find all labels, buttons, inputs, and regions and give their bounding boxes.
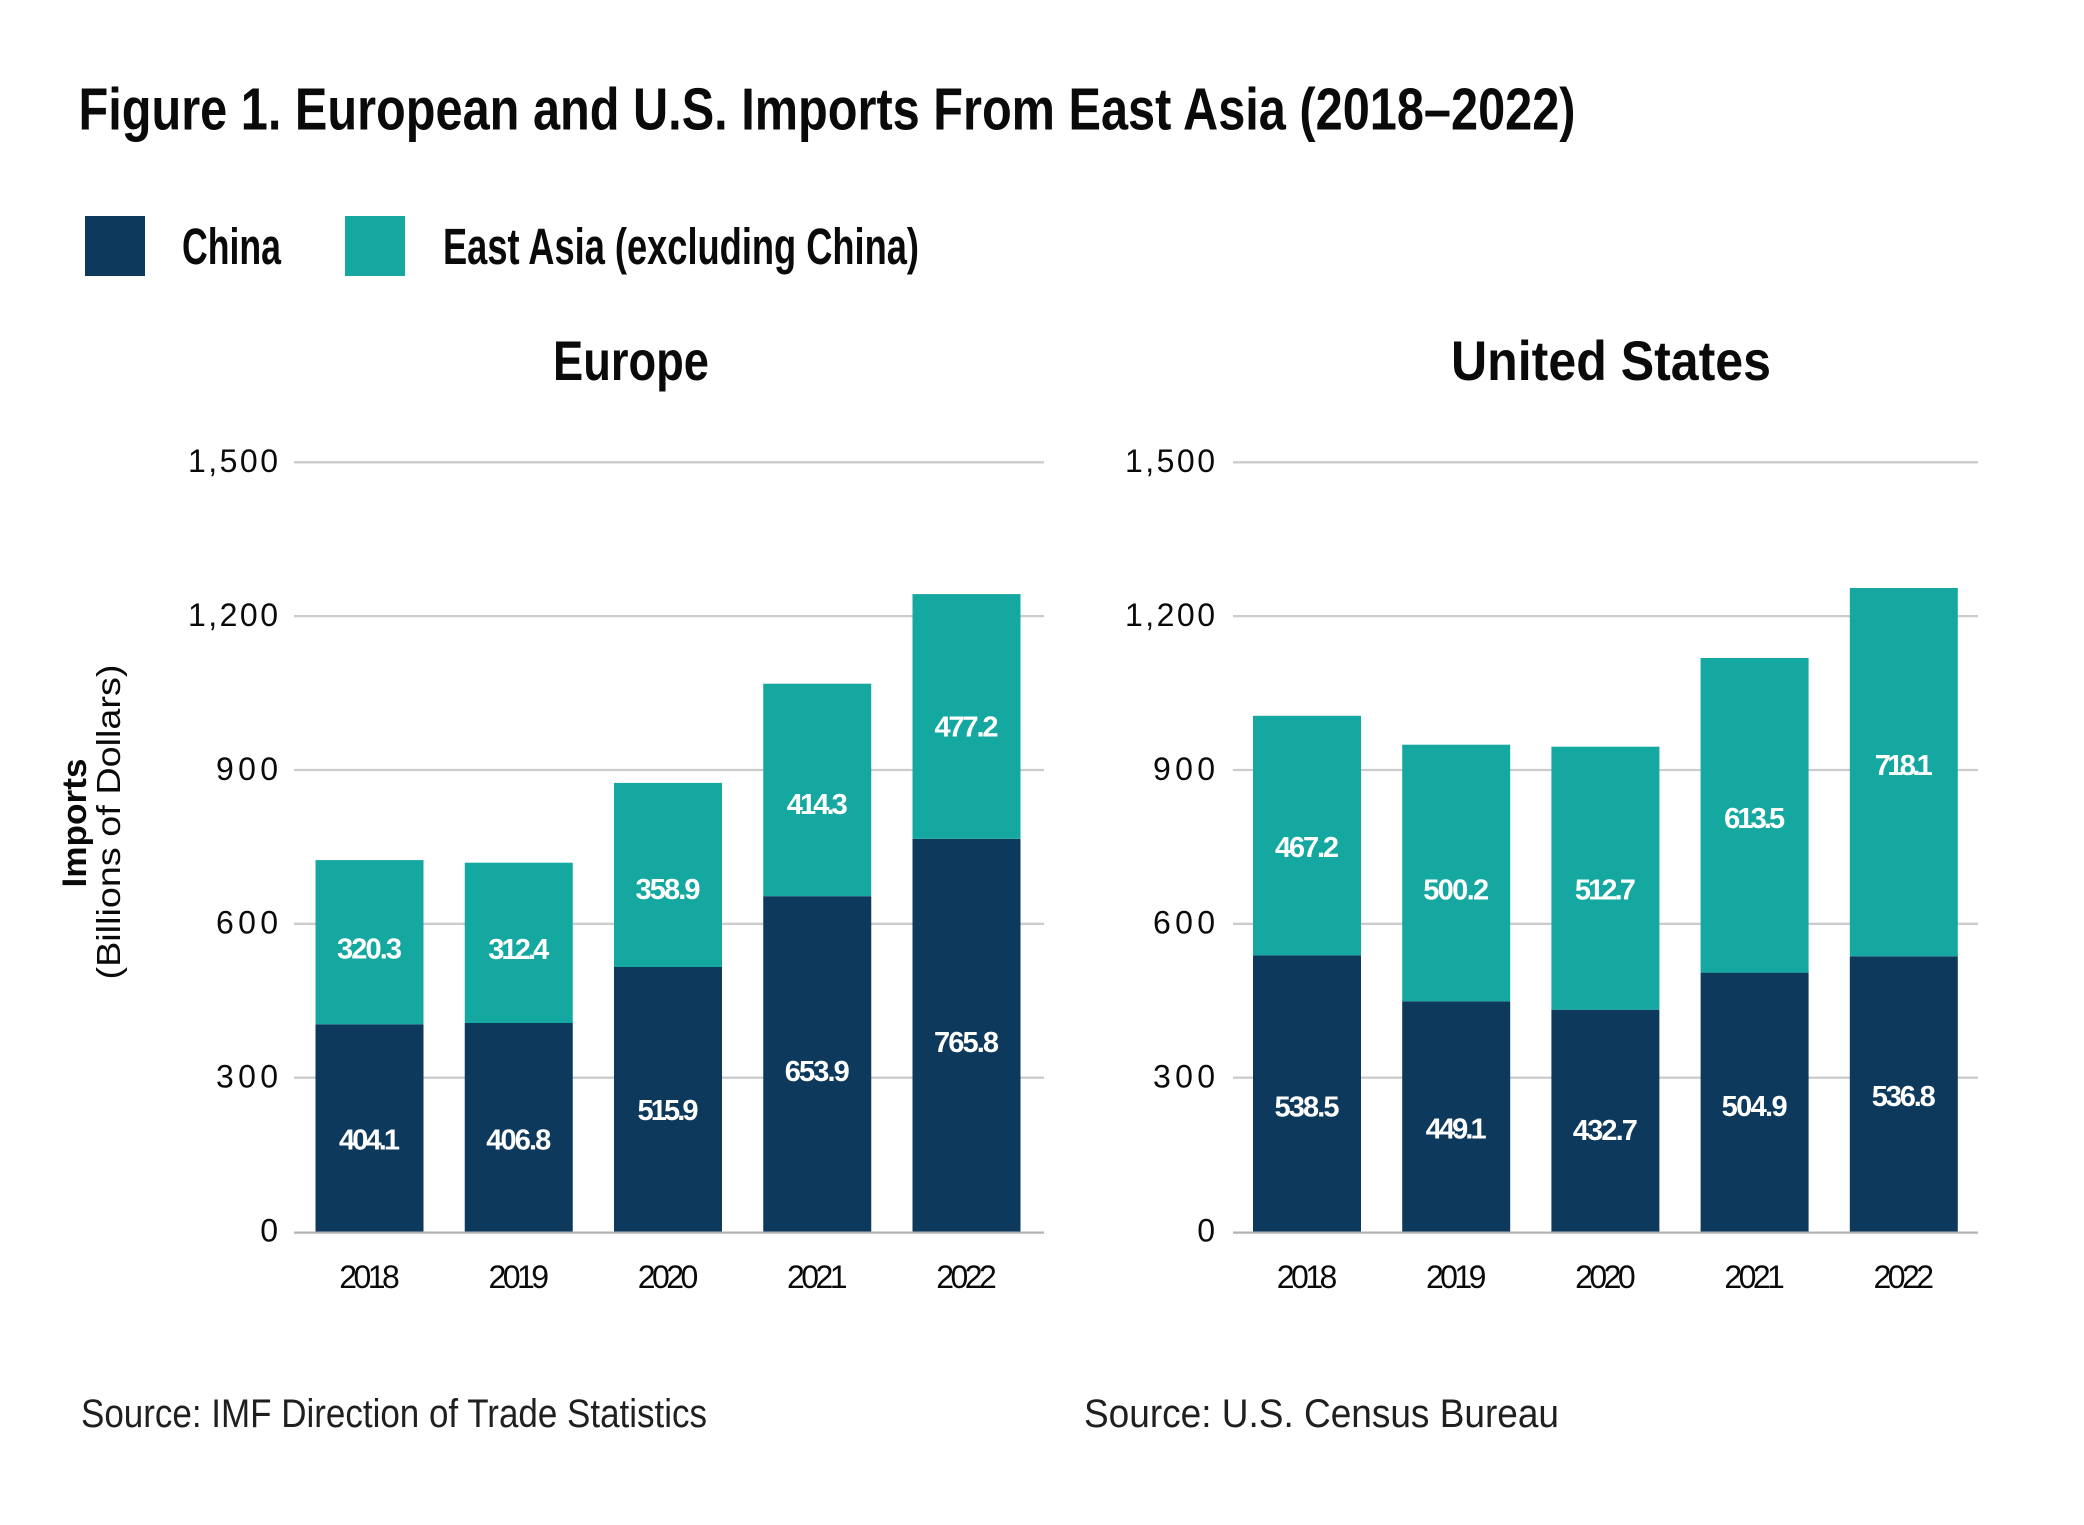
svg-text:718.1: 718.1: [1875, 750, 1933, 782]
svg-text:Source: U.S. Census Bureau: Source: U.S. Census Bureau: [1084, 1392, 1559, 1436]
svg-text:1,200: 1,200: [1125, 597, 1215, 633]
svg-text:467.2: 467.2: [1275, 832, 1339, 864]
svg-text:2022: 2022: [936, 1259, 997, 1295]
svg-text:320.3: 320.3: [337, 934, 402, 966]
svg-text:613.5: 613.5: [1724, 803, 1785, 835]
svg-text:Imports: Imports: [56, 759, 94, 888]
svg-text:653.9: 653.9: [785, 1056, 850, 1088]
svg-text:477.2: 477.2: [935, 712, 999, 744]
svg-text:414.3: 414.3: [787, 789, 848, 821]
svg-text:1,500: 1,500: [1125, 443, 1215, 479]
svg-text:East Asia (excluding China): East Asia (excluding China): [443, 218, 919, 275]
svg-text:504.9: 504.9: [1722, 1091, 1788, 1123]
svg-text:China: China: [182, 218, 281, 275]
svg-text:2018: 2018: [1277, 1259, 1338, 1295]
svg-text:2021: 2021: [787, 1259, 848, 1295]
svg-text:765.8: 765.8: [934, 1027, 999, 1059]
svg-text:538.5: 538.5: [1275, 1091, 1340, 1123]
svg-text:0: 0: [260, 1212, 278, 1248]
svg-text:300: 300: [1153, 1059, 1215, 1095]
svg-text:2020: 2020: [638, 1259, 699, 1295]
svg-text:United States: United States: [1451, 329, 1771, 392]
svg-text:449.1: 449.1: [1426, 1114, 1487, 1146]
svg-text:600: 600: [1153, 905, 1215, 941]
svg-text:500.2: 500.2: [1423, 874, 1489, 906]
svg-text:0: 0: [1197, 1212, 1215, 1248]
svg-text:515.9: 515.9: [638, 1095, 699, 1127]
svg-text:600: 600: [216, 905, 278, 941]
svg-text:Figure 1. European and U.S. Im: Figure 1. European and U.S. Imports From…: [79, 77, 1576, 143]
svg-text:1,200: 1,200: [188, 597, 278, 633]
svg-text:512.7: 512.7: [1575, 875, 1636, 907]
svg-text:432.7: 432.7: [1573, 1115, 1638, 1147]
svg-text:(Billions of Dollars): (Billions of Dollars): [90, 665, 127, 980]
svg-text:2020: 2020: [1575, 1259, 1636, 1295]
svg-text:536.8: 536.8: [1872, 1081, 1936, 1113]
svg-text:Source: IMF Direction of Trade: Source: IMF Direction of Trade Statistic…: [81, 1392, 707, 1436]
svg-text:Europe: Europe: [553, 329, 709, 392]
svg-text:300: 300: [216, 1059, 278, 1095]
svg-text:358.9: 358.9: [636, 874, 701, 906]
svg-text:406.8: 406.8: [486, 1124, 551, 1156]
svg-text:404.1: 404.1: [339, 1125, 400, 1157]
svg-text:2019: 2019: [1426, 1259, 1487, 1295]
svg-text:2021: 2021: [1724, 1259, 1785, 1295]
svg-text:2018: 2018: [339, 1259, 400, 1295]
svg-text:2019: 2019: [489, 1259, 550, 1295]
svg-text:312.4: 312.4: [488, 934, 549, 966]
svg-text:2022: 2022: [1874, 1259, 1935, 1295]
svg-text:1,500: 1,500: [188, 443, 278, 479]
svg-text:900: 900: [1153, 751, 1215, 787]
svg-text:900: 900: [216, 751, 278, 787]
